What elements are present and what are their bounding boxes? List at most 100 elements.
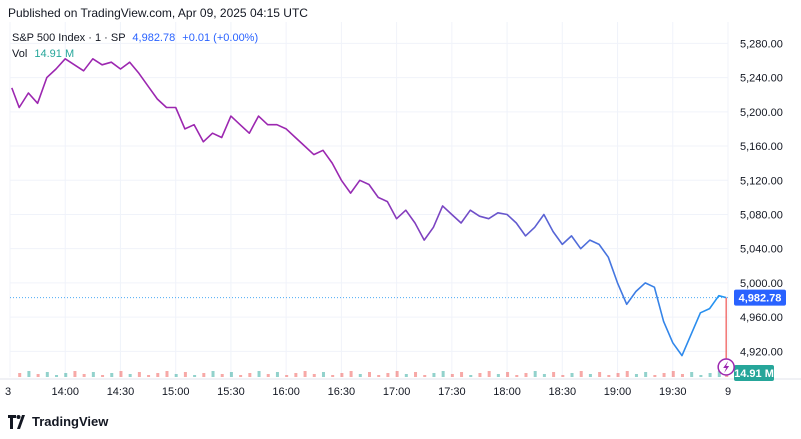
last-price-line: [10, 297, 728, 367]
volume-bar: [137, 372, 141, 377]
volume-bars: [18, 371, 729, 377]
volume-bar: [478, 373, 482, 377]
x-tick-label: 18:30: [549, 386, 577, 398]
volume-bar: [386, 373, 390, 377]
price-series-line: [11, 58, 727, 357]
y-tick-label: 5,200.00: [740, 107, 783, 119]
volume-bar: [275, 372, 279, 377]
volume-bar: [616, 373, 620, 377]
volume-bar: [340, 373, 344, 377]
volume-bar: [266, 374, 270, 377]
volume-bar: [202, 373, 206, 377]
volume-bar: [644, 372, 648, 377]
volume-bar: [395, 371, 399, 377]
volume-bar: [18, 373, 22, 377]
last-price: 4,982.78: [132, 32, 176, 44]
price-chart[interactable]: 5,280.00 5,240.00 5,200.00 5,160.00 5,120.00…: [0, 22, 801, 408]
x-tick-label: 16:00: [272, 386, 300, 398]
volume-bar: [257, 371, 261, 377]
y-tick-label: 5,080.00: [740, 209, 783, 221]
volume-bar: [211, 371, 215, 377]
volume-bar: [460, 372, 464, 377]
published-info: Published on TradingView.com, Apr 09, 20…: [8, 6, 308, 20]
x-tick-label: 16:30: [328, 386, 356, 398]
brand-name: TradingView: [32, 414, 109, 429]
volume-bar: [36, 374, 40, 377]
volume-bar: [579, 371, 583, 377]
volume-bar: [331, 375, 335, 377]
volume-bar: [423, 375, 427, 377]
chart-legend: S&P 500 Index · 1 · SP 4,982.78 +0.01 (+…: [12, 30, 258, 62]
volume-bar: [174, 374, 178, 377]
volume-bar: [312, 374, 316, 377]
volume-bar: [404, 374, 408, 377]
volume-bar: [64, 373, 68, 377]
volume-bar: [147, 375, 151, 377]
volume-bar: [487, 371, 491, 377]
volume-bar: [680, 374, 684, 377]
volume-bar: [368, 372, 371, 377]
volume-bar: [165, 371, 169, 377]
volume-tag: [734, 365, 774, 381]
volume-bar: [542, 374, 546, 377]
volume-bar: [45, 372, 49, 377]
volume-bar: [229, 372, 233, 377]
volume-bar: [515, 375, 519, 377]
y-tick-label: 5,280.00: [740, 38, 783, 50]
last-price-tag: [734, 289, 786, 306]
y-axis: 5,280.00 5,240.00 5,200.00 5,160.00 5,120.00…: [740, 38, 783, 358]
volume-bar: [285, 375, 289, 377]
volume-bar: [128, 374, 132, 377]
volume-bar: [690, 372, 694, 377]
y-tick-label: 4,960.00: [740, 312, 783, 324]
volume-value: 14.91 M: [34, 48, 75, 60]
volume-bar: [662, 373, 666, 377]
price-change: +0.01 (+0.00%): [182, 32, 259, 44]
volume-bar: [561, 375, 565, 377]
volume-bar: [119, 371, 123, 377]
grid-lines: [9, 22, 729, 377]
volume-bar: [101, 375, 105, 377]
volume-bar: [193, 375, 197, 377]
volume-bar: [699, 375, 703, 377]
volume-bar: [671, 371, 675, 377]
volume-bar: [349, 371, 353, 377]
x-tick-label: 19:30: [659, 386, 687, 398]
x-tick-label: 3: [5, 386, 11, 398]
volume-bar: [469, 375, 473, 377]
symbol-label: S&P 500 Index · 1 · SP: [12, 32, 126, 44]
volume-bar: [55, 375, 59, 377]
x-tick-label: 19:00: [604, 386, 632, 398]
volume-bar: [625, 371, 629, 377]
volume-label: Vol: [12, 48, 28, 60]
x-tick-label: 15:30: [217, 386, 245, 398]
volume-bar: [450, 374, 454, 377]
volume-bar: [506, 372, 510, 377]
volume-bar: [717, 371, 721, 377]
volume-bar: [533, 371, 537, 377]
x-tick-label: 14:00: [51, 386, 79, 398]
x-tick-label: 17:00: [383, 386, 411, 398]
volume-bar: [588, 374, 592, 377]
x-tick-label: 17:30: [438, 386, 466, 398]
volume-bar: [110, 373, 114, 377]
volume-bar: [377, 375, 381, 377]
footer: TradingView: [8, 414, 108, 429]
volume-tag-text: 14.91 M: [734, 368, 774, 380]
tradingview-logo-icon: [8, 414, 25, 429]
volume-bar: [570, 373, 574, 377]
volume-bar: [321, 372, 325, 377]
volume-bar: [634, 374, 638, 377]
volume-bar: [708, 373, 712, 377]
x-tick-label: 9: [725, 386, 731, 398]
x-tick-label: 14:30: [107, 386, 135, 398]
x-axis: 3 14:00 14:30 15:00 15:30 16:00 16:30 17:00 17:3…: [0, 378, 801, 398]
last-price-tag-text: 4,982.78: [739, 293, 782, 305]
volume-bar: [82, 374, 86, 377]
lightning-icon: [723, 361, 730, 373]
flash-marker: [717, 358, 735, 376]
volume-bar: [432, 373, 436, 377]
x-tick-label: 18:00: [493, 386, 521, 398]
x-tick-label: 15:00: [162, 386, 190, 398]
volume-bar: [607, 375, 611, 377]
